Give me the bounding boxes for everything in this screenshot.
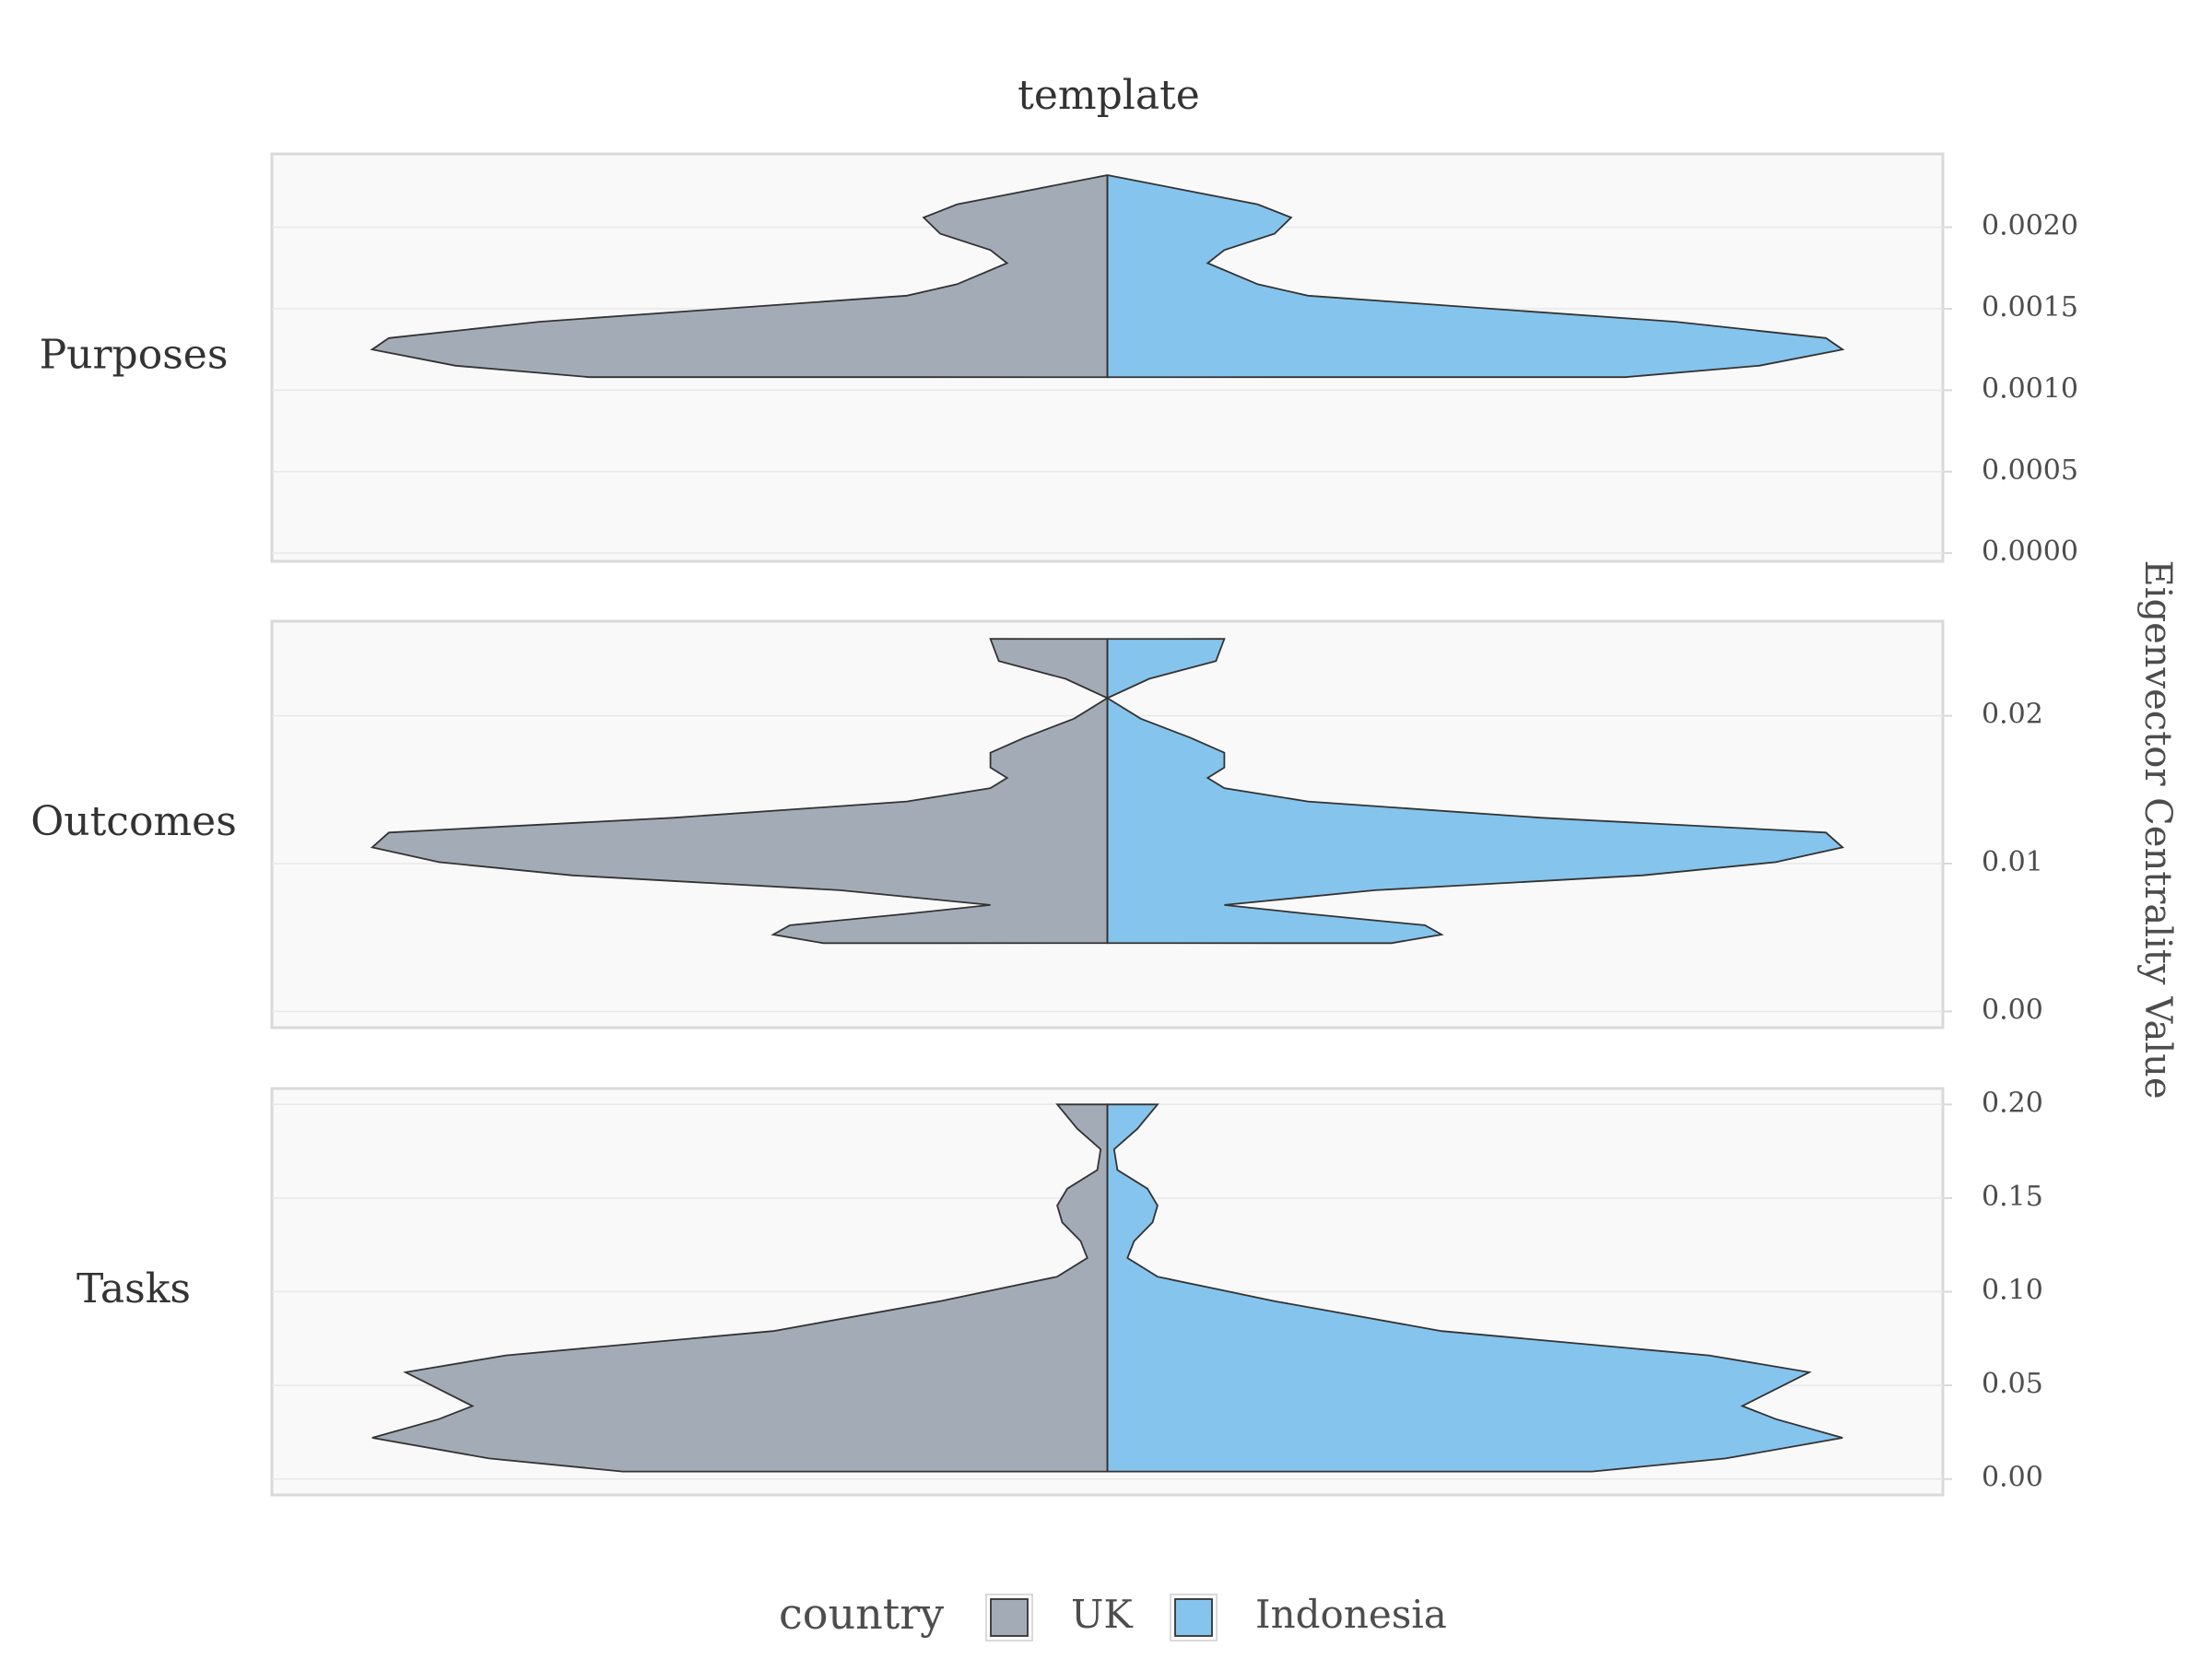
panels: 0.00000.00050.00100.00150.0020Purposes0.… bbox=[30, 152, 2078, 1497]
panel-outcomes: 0.00 0.01 0.02 Outcomes bbox=[30, 619, 2043, 1030]
y-tick-label: 0.0010 bbox=[1982, 372, 2078, 405]
legend-swatch bbox=[1174, 1598, 1213, 1637]
y-tick-label: 0.00 bbox=[1982, 1462, 2043, 1494]
violin-half-indonesia bbox=[1106, 1103, 1843, 1473]
y-tick-label: 0.0000 bbox=[1982, 535, 2078, 568]
legend-label: UK bbox=[1071, 1592, 1134, 1637]
y-tick-label: 0.0005 bbox=[1982, 454, 2078, 487]
y-tick-label: 0.05 bbox=[1982, 1368, 2043, 1400]
legend-item-uk: UK bbox=[985, 1592, 1134, 1641]
y-tick-label: 0.01 bbox=[1982, 846, 2043, 878]
panel-purposes: 0.0000 0.0005 0.0010 0.0015 0.0020 Purposes bbox=[40, 152, 2078, 568]
violin-half-uk bbox=[370, 174, 1109, 379]
y-tick-label: 0.15 bbox=[1982, 1181, 2043, 1213]
legend-title: country bbox=[779, 1589, 944, 1639]
y-tick-label: 0.0020 bbox=[1982, 210, 2078, 242]
legend-label: Indonesia bbox=[1255, 1592, 1447, 1637]
violin-half-uk bbox=[371, 1103, 1109, 1473]
y-tick-label: 0.00 bbox=[1982, 994, 2043, 1026]
y-axis-title: Eigenvector Centrality Value bbox=[2136, 559, 2179, 1099]
violin-half-uk bbox=[370, 638, 1110, 945]
facet-title: template bbox=[1018, 72, 1200, 119]
facet-row-label: Purposes bbox=[40, 332, 229, 379]
violin-half-indonesia bbox=[1105, 638, 1845, 945]
legend-swatch bbox=[990, 1598, 1029, 1637]
y-tick-label: 0.0015 bbox=[1982, 291, 2078, 324]
y-tick-label: 0.10 bbox=[1982, 1275, 2043, 1307]
facet-row-label: Outcomes bbox=[30, 798, 237, 845]
y-tick-label: 0.02 bbox=[1982, 699, 2043, 731]
legend: country UK Indonesia bbox=[779, 1589, 1447, 1641]
panel-tasks: 0.00 0.05 0.10 0.15 0.20 Tasks bbox=[76, 1087, 2043, 1497]
violin-half-indonesia bbox=[1106, 174, 1845, 379]
y-tick-label: 0.20 bbox=[1982, 1087, 2043, 1119]
facet-row-label: Tasks bbox=[76, 1265, 191, 1312]
legend-item-indonesia: Indonesia bbox=[1170, 1592, 1447, 1641]
